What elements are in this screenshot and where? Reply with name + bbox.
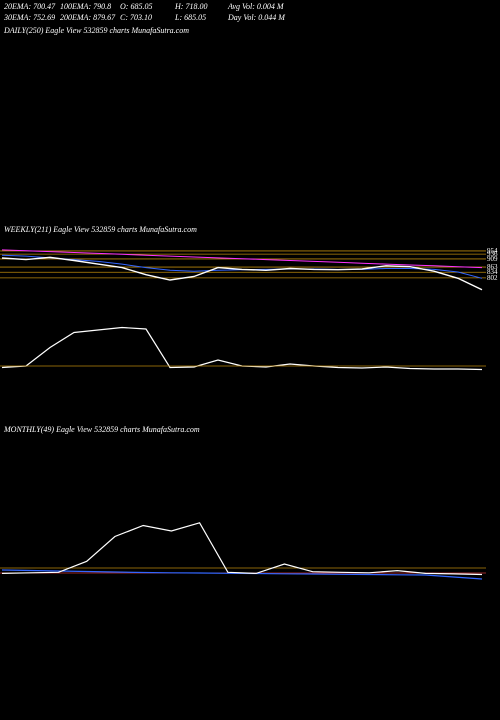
y-tick-label: 834: [487, 268, 498, 276]
price-line: [1, 256, 483, 291]
panel-label: MONTHLY(49) Eagle View 532859 charts Mun…: [3, 425, 200, 434]
header-stat: H: 718.00: [174, 2, 207, 11]
y-tick-label: 936: [487, 250, 498, 258]
y-tick-label: 909: [487, 255, 498, 263]
volume-line: [1, 522, 483, 576]
y-tick-label: 954: [487, 247, 498, 255]
header-stat: Avg Vol: 0.004 M: [227, 2, 285, 11]
header-stat: 30EMA: 752.69: [3, 13, 55, 22]
volume-line: [1, 326, 483, 371]
header-stat: 20EMA: 700.47: [4, 2, 56, 11]
panel-label: WEEKLY(211) Eagle View 532859 charts Mun…: [4, 225, 197, 234]
header-stat: O: 685.05: [120, 2, 152, 11]
y-tick-label: 863: [487, 263, 498, 271]
header-stat: 200EMA: 879.67: [60, 13, 116, 22]
price-line: [1, 249, 483, 269]
header-stat: C: 703.10: [120, 13, 152, 22]
header-stat: L: 685.05: [174, 13, 206, 22]
panel-label: DAILY(250) Eagle View 532859 charts Muna…: [3, 26, 189, 35]
header-stat: 100EMA: 790.8: [60, 2, 111, 11]
header-stat: Day Vol: 0.044 M: [227, 13, 286, 22]
y-tick-label: 802: [487, 274, 498, 282]
